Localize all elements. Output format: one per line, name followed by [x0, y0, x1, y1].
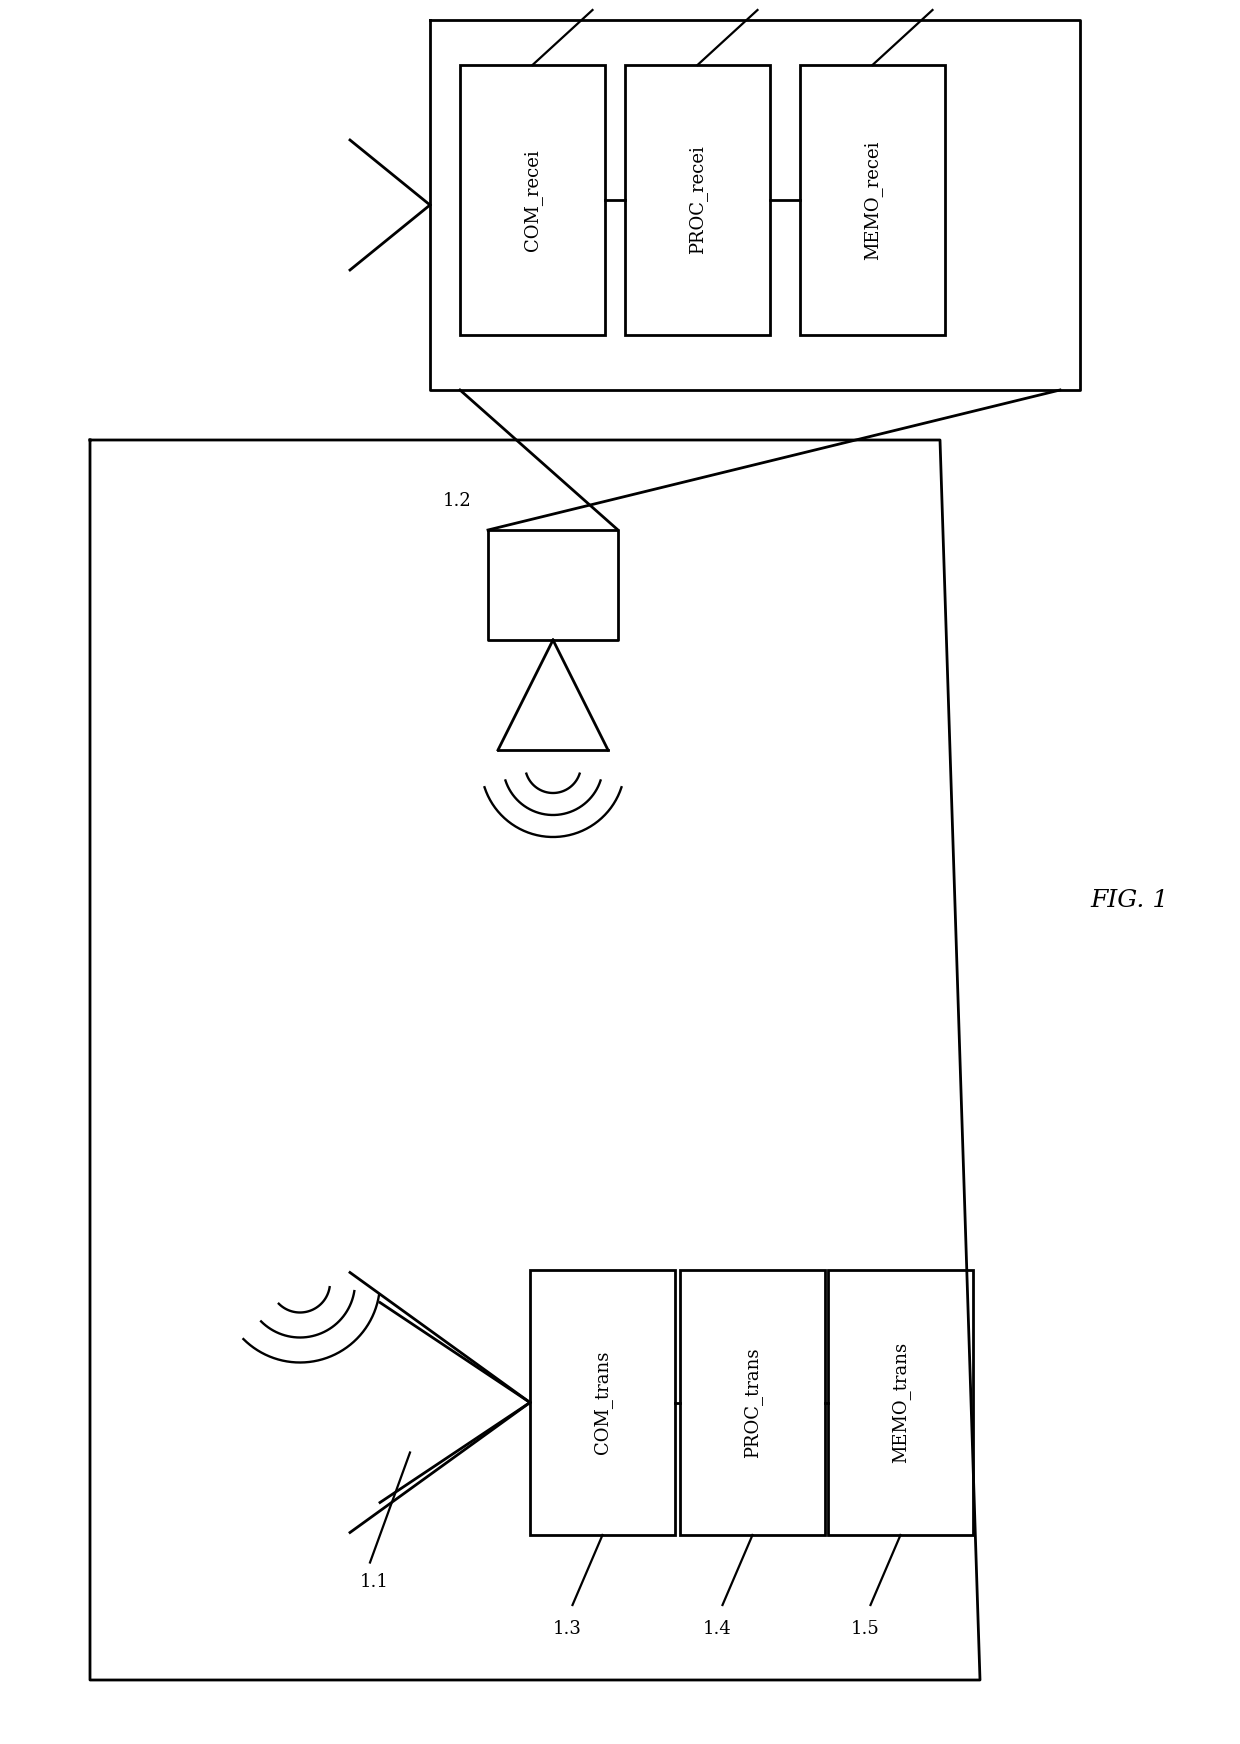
Text: FIG. 1: FIG. 1	[1091, 888, 1169, 912]
FancyBboxPatch shape	[529, 1270, 675, 1535]
Text: PROC_trans: PROC_trans	[743, 1348, 761, 1458]
Text: 1.2: 1.2	[443, 492, 471, 509]
Text: PROC_recei: PROC_recei	[688, 145, 707, 255]
FancyBboxPatch shape	[828, 1270, 973, 1535]
FancyBboxPatch shape	[460, 65, 605, 335]
Text: 1.3: 1.3	[553, 1620, 582, 1638]
Text: COM_recei: COM_recei	[523, 150, 542, 251]
Text: MEMO_recei: MEMO_recei	[863, 140, 882, 260]
Text: 1.4: 1.4	[703, 1620, 732, 1638]
Text: COM_trans: COM_trans	[593, 1352, 613, 1454]
Text: 1.1: 1.1	[360, 1573, 389, 1591]
Text: MEMO_trans: MEMO_trans	[892, 1341, 910, 1463]
FancyBboxPatch shape	[625, 65, 770, 335]
FancyBboxPatch shape	[680, 1270, 825, 1535]
FancyBboxPatch shape	[800, 65, 945, 335]
Text: 1.5: 1.5	[851, 1620, 880, 1638]
